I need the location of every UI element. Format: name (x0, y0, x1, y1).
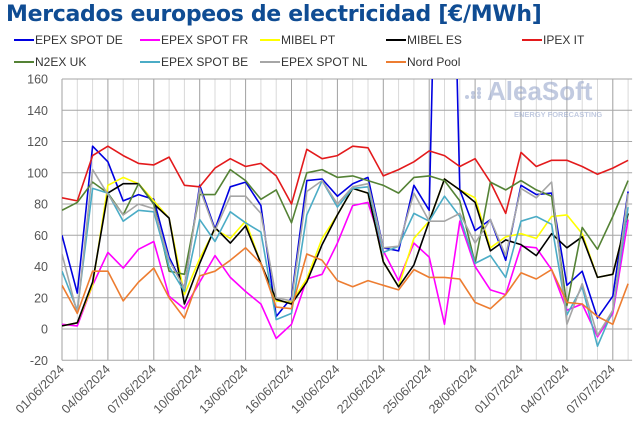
x-tick-label: 01/06/2024 (13, 362, 67, 416)
legend-item: EPEX SPOT DE (14, 33, 123, 47)
x-tick-label: 28/06/2024 (426, 362, 480, 416)
legend-item: Nord Pool (386, 55, 460, 69)
series-line-ipex-it (62, 145, 629, 215)
x-axis: 01/06/202404/06/202407/06/202410/06/2024… (13, 362, 618, 416)
series-line-epex-spot-fr (62, 201, 629, 340)
legend-item: N2EX UK (14, 55, 86, 69)
y-tick-label: 40 (34, 260, 48, 274)
legend-label: IPEX IT (543, 33, 585, 47)
y-tick-label: 20 (34, 291, 48, 305)
x-tick-label: 04/07/2024 (518, 362, 572, 416)
y-tick-label: 100 (27, 166, 48, 180)
legend-item: IPEX IT (522, 33, 585, 47)
y-tick-label: 160 (27, 73, 48, 87)
legend-label: MIBEL PT (281, 33, 336, 47)
legend-label: EPEX SPOT DE (35, 33, 123, 47)
x-tick-label: 01/07/2024 (472, 362, 526, 416)
y-axis: -20 0 20 40 60 80 100 120 140 160 (27, 73, 48, 368)
x-tick-label: 10/06/2024 (151, 362, 205, 416)
aleasoft-watermark: AleaSoft ENERGY FORECASTING (465, 76, 602, 119)
x-tick-label: 19/06/2024 (288, 362, 342, 416)
legend-label: MIBEL ES (407, 33, 462, 47)
x-tick-label: 22/06/2024 (334, 362, 388, 416)
chart-title: Mercados europeos de electricidad [€/MWh… (6, 2, 542, 27)
legend-item: MIBEL PT (260, 33, 336, 47)
series-line-mibel-pt (62, 176, 629, 327)
series-line-epex-spot-nl (62, 168, 629, 337)
legend-item: EPEX SPOT FR (140, 33, 248, 47)
x-tick-label: 25/06/2024 (380, 362, 434, 416)
x-tick-label: 07/06/2024 (105, 362, 159, 416)
legend-item: EPEX SPOT NL (260, 55, 368, 69)
series-line-nord-pool (62, 247, 629, 326)
legend: EPEX SPOT DE EPEX SPOT FR MIBEL PT MIBEL ES… (14, 33, 585, 69)
legend-label: EPEX SPOT BE (161, 55, 248, 69)
legend-item: MIBEL ES (386, 33, 462, 47)
legend-label: N2EX UK (35, 55, 86, 69)
series-line-epex-spot-be (62, 179, 629, 348)
legend-label: EPEX SPOT NL (281, 55, 368, 69)
series-line-mibel-es (62, 178, 629, 327)
legend-label: EPEX SPOT FR (161, 33, 248, 47)
x-tick-label: 13/06/2024 (197, 362, 251, 416)
legend-label: Nord Pool (407, 55, 460, 69)
y-tick-label: 80 (34, 198, 48, 212)
aleasoft-dots-icon (465, 87, 481, 99)
watermark-tagline: ENERGY FORECASTING (514, 110, 602, 119)
y-tick-label: -20 (30, 354, 48, 368)
y-tick-label: 0 (41, 323, 48, 337)
y-tick-label: 120 (27, 135, 48, 149)
watermark-brand: AleaSoft (487, 76, 593, 106)
x-tick-label: 04/06/2024 (59, 362, 113, 416)
legend-item: EPEX SPOT BE (140, 55, 248, 69)
x-tick-label: 07/07/2024 (564, 362, 618, 416)
y-tick-label: 60 (34, 229, 48, 243)
x-tick-label: 16/06/2024 (242, 362, 296, 416)
series-line-epex-spot-de (62, 79, 629, 319)
y-tick-label: 140 (27, 104, 48, 118)
series-lines (62, 79, 629, 348)
